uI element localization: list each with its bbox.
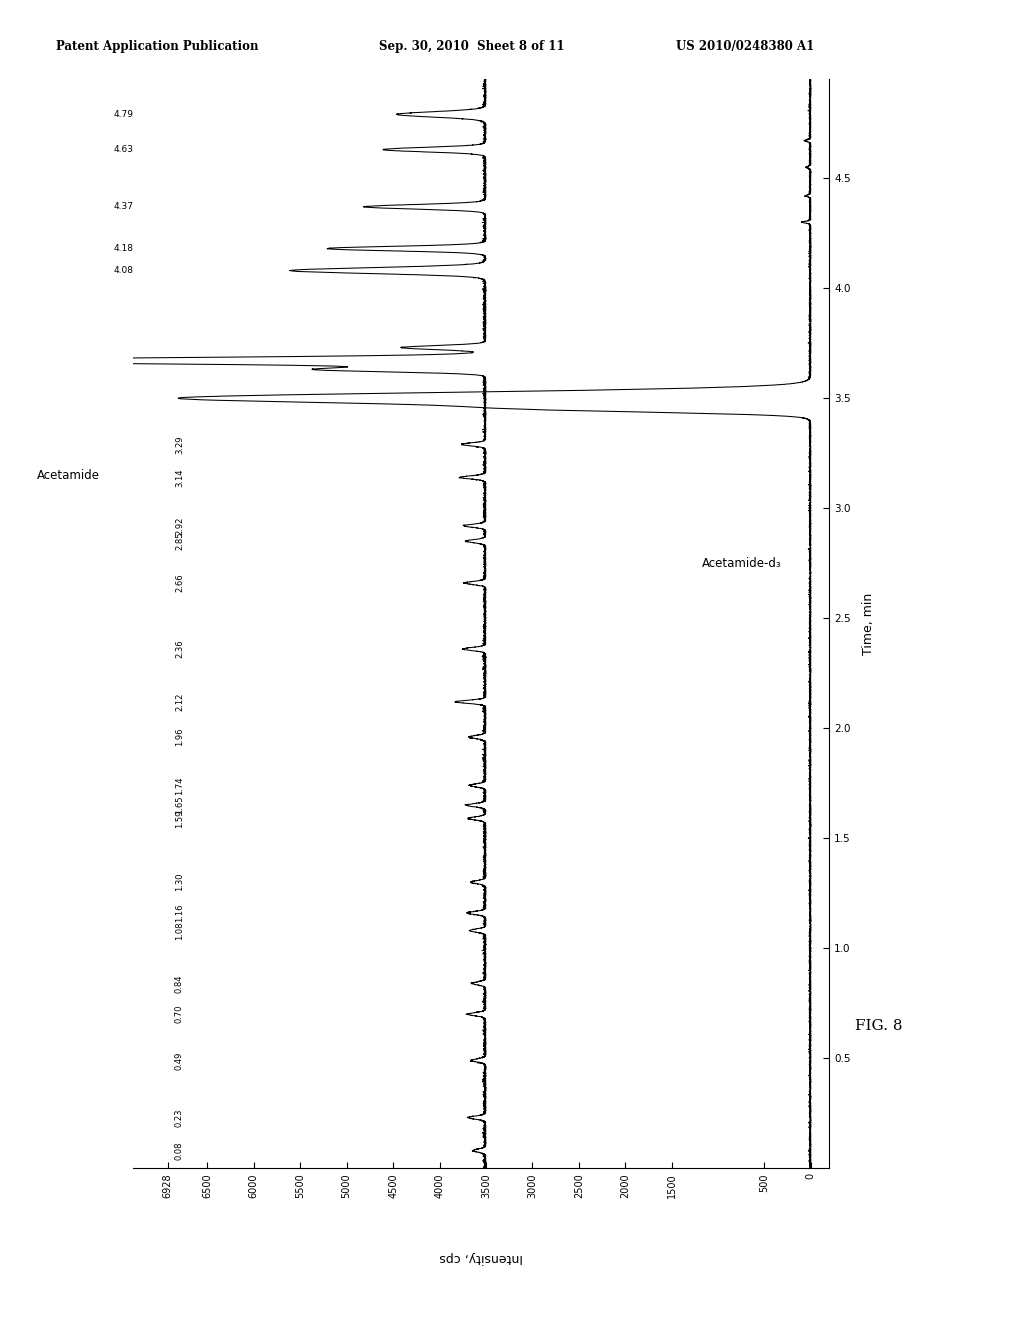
Text: 1.65: 1.65 <box>175 796 184 814</box>
Text: Acetamide-d₃: Acetamide-d₃ <box>701 557 781 570</box>
Text: 3.29: 3.29 <box>175 436 184 454</box>
Text: 0.49: 0.49 <box>175 1051 184 1069</box>
Text: 4.37: 4.37 <box>113 202 133 211</box>
Text: 2.36: 2.36 <box>175 640 184 659</box>
Text: 1.59: 1.59 <box>175 809 184 828</box>
X-axis label: Intensity, cps: Intensity, cps <box>439 1250 523 1263</box>
Text: 1.16: 1.16 <box>175 904 184 923</box>
Text: 3.14: 3.14 <box>175 469 184 487</box>
Text: FIG. 8: FIG. 8 <box>855 1019 902 1032</box>
Text: 1.30: 1.30 <box>175 873 184 891</box>
Text: 0.08: 0.08 <box>175 1142 184 1160</box>
Text: Acetamide: Acetamide <box>37 469 99 482</box>
Text: Sep. 30, 2010  Sheet 8 of 11: Sep. 30, 2010 Sheet 8 of 11 <box>379 40 564 53</box>
Text: 2.12: 2.12 <box>175 693 184 711</box>
Text: Patent Application Publication: Patent Application Publication <box>56 40 259 53</box>
Text: 1.08: 1.08 <box>175 921 184 940</box>
Text: 0.70: 0.70 <box>175 1005 184 1023</box>
Text: 4.79: 4.79 <box>113 110 133 119</box>
Text: 2.66: 2.66 <box>175 574 184 593</box>
Text: 1.74: 1.74 <box>175 776 184 795</box>
Text: 4.18: 4.18 <box>113 244 133 253</box>
Text: 1.96: 1.96 <box>175 727 184 746</box>
Text: 0.84: 0.84 <box>175 974 184 993</box>
Text: US 2010/0248380 A1: US 2010/0248380 A1 <box>676 40 814 53</box>
Text: 2.92: 2.92 <box>175 516 184 535</box>
Text: 4.63: 4.63 <box>113 145 133 154</box>
Y-axis label: Time, min: Time, min <box>862 593 876 655</box>
Text: 2.85: 2.85 <box>175 532 184 550</box>
Text: 0.23: 0.23 <box>175 1109 184 1127</box>
Text: 4.08: 4.08 <box>113 267 133 275</box>
